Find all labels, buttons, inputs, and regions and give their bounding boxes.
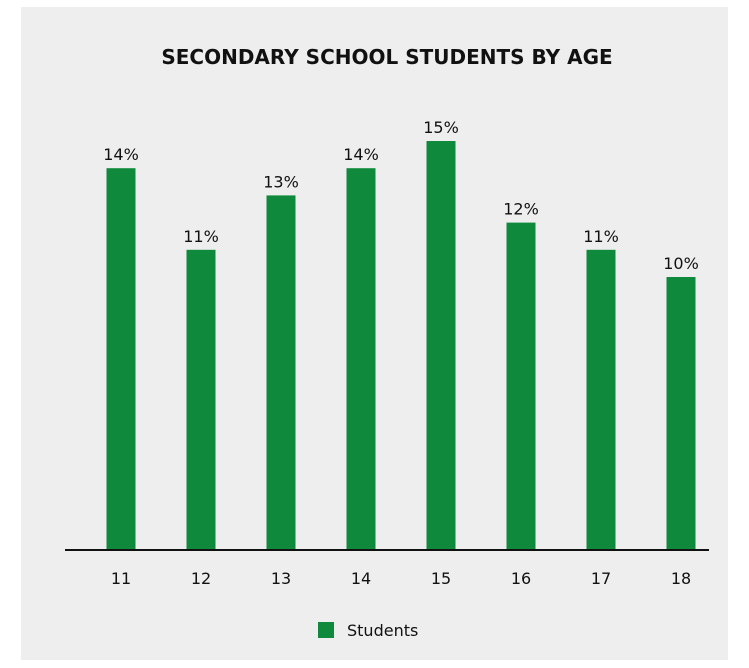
data-label-age-15: 15% — [423, 118, 459, 137]
legend-swatch-students — [318, 622, 334, 638]
bar-age-17 — [586, 249, 616, 550]
data-label-age-12: 11% — [183, 227, 219, 246]
x-tick-label-17: 17 — [591, 569, 611, 588]
x-axis-tick-labels: 11 12 13 14 15 16 17 18 — [111, 569, 691, 588]
bar-age-14 — [346, 168, 376, 549]
data-label-age-11: 14% — [103, 145, 139, 164]
data-label-age-17: 11% — [583, 227, 619, 246]
data-label-age-13: 13% — [263, 172, 299, 191]
legend-label-students: Students — [347, 621, 418, 640]
x-tick-label-15: 15 — [431, 569, 451, 588]
x-tick-label-12: 12 — [191, 569, 211, 588]
data-label-age-16: 12% — [503, 200, 539, 219]
legend: Students — [318, 621, 418, 640]
bar-age-16 — [506, 222, 536, 549]
chart-title: SECONDARY SCHOOL STUDENTS BY AGE — [161, 45, 612, 69]
bar-age-11 — [106, 168, 136, 549]
bar-age-15 — [426, 141, 456, 549]
bar-age-12 — [186, 249, 216, 550]
bar-age-13 — [266, 195, 296, 549]
bar-age-18 — [666, 277, 696, 549]
x-tick-label-11: 11 — [111, 569, 131, 588]
x-tick-label-13: 13 — [271, 569, 291, 588]
data-label-age-14: 14% — [343, 145, 379, 164]
x-tick-label-18: 18 — [671, 569, 691, 588]
x-tick-label-16: 16 — [511, 569, 531, 588]
bars-group: 14% 11% 13% 14% 15% 12% 11% 10% — [103, 118, 699, 550]
data-label-age-18: 10% — [663, 254, 699, 273]
x-tick-label-14: 14 — [351, 569, 371, 588]
